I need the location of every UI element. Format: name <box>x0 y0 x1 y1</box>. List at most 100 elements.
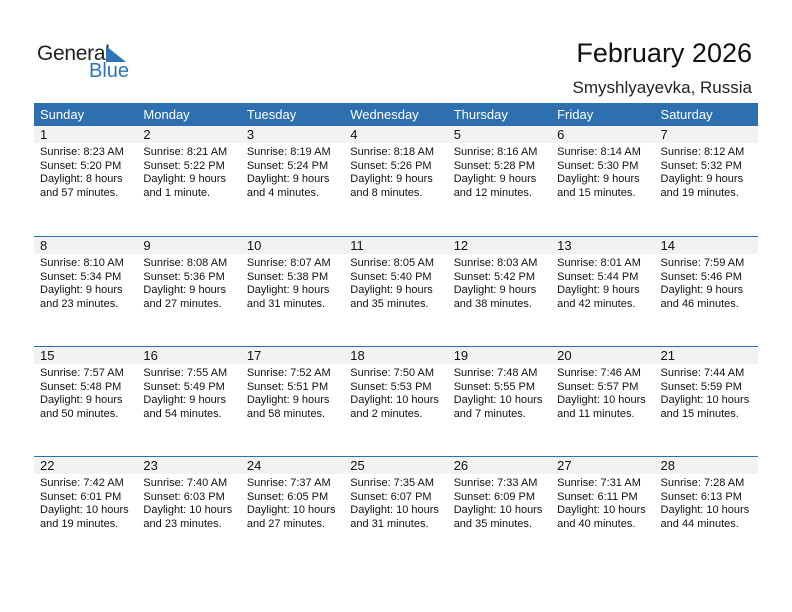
daylight-text: Daylight: 10 hours <box>660 504 750 516</box>
day-info: Sunrise: 7:33 AM Sunset: 6:09 PM Daylight:… <box>448 474 551 531</box>
weekday-header: Sunday Monday Tuesday Wednesday Thursday Frid… <box>34 103 758 126</box>
day-info: Sunrise: 8:23 AM Sunset: 5:20 PM Daylight:… <box>34 143 137 200</box>
daylight-minutes-text: and 57 minutes. <box>40 186 119 199</box>
day-cell: 12 Sunrise: 8:03 AM Sunset: 5:42 PM Dayligh… <box>447 237 552 346</box>
day-number: 12 <box>447 237 552 254</box>
sunrise-text: Sunrise: 8:19 AM <box>246 146 331 158</box>
daylight-minutes-text: and 31 minutes. <box>350 517 429 530</box>
sunset-text: Sunset: 5:34 PM <box>40 270 122 283</box>
day-cell: 24 Sunrise: 7:37 AM Sunset: 6:05 PM Dayligh… <box>240 457 345 566</box>
day-info: Sunrise: 8:18 AM Sunset: 5:26 PM Daylight:… <box>344 143 447 200</box>
sunset-text: Sunset: 5:55 PM <box>453 380 536 393</box>
daylight-text: Daylight: 9 hours <box>246 394 330 406</box>
sunset-text: Sunset: 6:13 PM <box>660 490 742 503</box>
sunrise-text: Sunrise: 8:16 AM <box>453 146 538 158</box>
day-number: 19 <box>447 347 552 364</box>
daylight-minutes-text: and 35 minutes. <box>350 297 429 310</box>
logo-triangle-icon <box>106 46 126 62</box>
day-info: Sunrise: 8:01 AM Sunset: 5:44 PM Daylight:… <box>551 254 654 311</box>
day-number: 2 <box>137 126 241 143</box>
sunrise-text: Sunrise: 7:57 AM <box>40 367 124 379</box>
day-cell: 20 Sunrise: 7:46 AM Sunset: 5:57 PM Dayligh… <box>551 347 655 456</box>
day-cell: 8 Sunrise: 8:10 AM Sunset: 5:34 PM Daylight… <box>34 237 138 346</box>
daylight-minutes-text: and 8 minutes. <box>350 186 423 199</box>
daylight-text: Daylight: 10 hours <box>40 504 129 516</box>
week-row: 22 Sunrise: 7:42 AM Sunset: 6:01 PM Dayligh… <box>34 456 758 566</box>
sunrise-text: Sunrise: 7:52 AM <box>246 367 331 379</box>
daylight-minutes-text: and 11 minutes. <box>557 407 635 420</box>
daylight-text: Daylight: 9 hours <box>40 394 123 406</box>
sunset-text: Sunset: 5:59 PM <box>660 380 742 393</box>
daylight-text: Daylight: 10 hours <box>660 394 750 406</box>
logo: General Blue <box>37 42 129 82</box>
day-cell: 11 Sunrise: 8:05 AM Sunset: 5:40 PM Dayligh… <box>344 237 448 346</box>
daylight-text: Daylight: 9 hours <box>557 173 640 185</box>
daylight-minutes-text: and 42 minutes. <box>557 297 636 310</box>
day-info: Sunrise: 7:40 AM Sunset: 6:03 PM Daylight:… <box>137 474 240 531</box>
daylight-text: Daylight: 10 hours <box>557 394 646 406</box>
day-info: Sunrise: 8:07 AM Sunset: 5:38 PM Daylight:… <box>241 254 344 311</box>
daylight-minutes-text: and 40 minutes. <box>557 517 636 530</box>
day-info: Sunrise: 8:16 AM Sunset: 5:28 PM Daylight:… <box>448 143 551 200</box>
day-cell: 13 Sunrise: 8:01 AM Sunset: 5:44 PM Dayligh… <box>551 237 655 346</box>
sunrise-text: Sunrise: 8:08 AM <box>143 257 228 269</box>
daylight-text: Daylight: 9 hours <box>246 284 330 296</box>
sunrise-text: Sunrise: 7:50 AM <box>350 367 435 379</box>
day-cell: 16 Sunrise: 7:55 AM Sunset: 5:49 PM Dayligh… <box>137 347 241 456</box>
sunrise-text: Sunrise: 8:03 AM <box>453 257 538 269</box>
day-cell: 19 Sunrise: 7:48 AM Sunset: 5:55 PM Dayligh… <box>447 347 552 456</box>
daylight-minutes-text: and 46 minutes. <box>660 297 739 310</box>
logo-blue: Blue <box>89 60 130 82</box>
daylight-minutes-text: and 15 minutes. <box>660 407 739 420</box>
day-number: 15 <box>34 347 138 364</box>
day-cell: 25 Sunrise: 7:35 AM Sunset: 6:07 PM Dayligh… <box>344 457 448 566</box>
day-info: Sunrise: 8:21 AM Sunset: 5:22 PM Daylight:… <box>137 143 240 200</box>
day-number: 16 <box>137 347 241 364</box>
day-cell: 27 Sunrise: 7:31 AM Sunset: 6:11 PM Dayligh… <box>551 457 655 566</box>
day-number: 3 <box>240 126 345 143</box>
day-number: 8 <box>34 237 138 254</box>
sunrise-text: Sunrise: 8:14 AM <box>557 146 641 158</box>
sunset-text: Sunset: 5:30 PM <box>557 159 639 172</box>
day-number: 6 <box>551 126 655 143</box>
daylight-minutes-text: and 50 minutes. <box>40 407 119 420</box>
daylight-minutes-text: and 44 minutes. <box>660 517 739 530</box>
weekday-wednesday: Wednesday <box>350 107 419 122</box>
day-number: 5 <box>447 126 552 143</box>
day-cell: 28 Sunrise: 7:28 AM Sunset: 6:13 PM Dayligh… <box>654 457 758 566</box>
daylight-text: Daylight: 10 hours <box>453 394 543 406</box>
day-info: Sunrise: 8:12 AM Sunset: 5:32 PM Daylight:… <box>655 143 758 200</box>
day-cell: 2 Sunrise: 8:21 AM Sunset: 5:22 PM Daylight… <box>137 126 241 236</box>
weekday-saturday: Saturday <box>660 107 713 122</box>
sunset-text: Sunset: 5:57 PM <box>557 380 639 393</box>
page-title: February 2026 <box>576 38 752 68</box>
daylight-text: Daylight: 9 hours <box>246 173 330 185</box>
sunrise-text: Sunrise: 7:42 AM <box>40 477 124 489</box>
day-cell: 18 Sunrise: 7:50 AM Sunset: 5:53 PM Dayligh… <box>344 347 448 456</box>
day-info: Sunrise: 7:44 AM Sunset: 5:59 PM Daylight:… <box>655 364 758 421</box>
daylight-text: Daylight: 10 hours <box>557 504 646 516</box>
sunset-text: Sunset: 5:36 PM <box>143 270 225 283</box>
sunrise-text: Sunrise: 7:40 AM <box>143 477 228 489</box>
daylight-text: Daylight: 10 hours <box>350 394 439 406</box>
sunrise-text: Sunrise: 8:01 AM <box>557 257 641 269</box>
day-info: Sunrise: 7:48 AM Sunset: 5:55 PM Daylight:… <box>448 364 551 421</box>
daylight-text: Daylight: 9 hours <box>143 173 226 185</box>
day-number: 22 <box>34 457 138 474</box>
day-number: 23 <box>137 457 241 474</box>
sunrise-text: Sunrise: 7:55 AM <box>143 367 228 379</box>
sunrise-text: Sunrise: 7:31 AM <box>557 477 641 489</box>
sunset-text: Sunset: 5:51 PM <box>246 380 329 393</box>
sunset-text: Sunset: 5:32 PM <box>660 159 742 172</box>
daylight-text: Daylight: 10 hours <box>143 504 233 516</box>
daylight-minutes-text: and 31 minutes. <box>246 297 326 310</box>
daylight-text: Daylight: 10 hours <box>246 504 336 516</box>
daylight-text: Daylight: 9 hours <box>40 284 123 296</box>
day-cell: 21 Sunrise: 7:44 AM Sunset: 5:59 PM Dayligh… <box>654 347 758 456</box>
day-number: 9 <box>137 237 241 254</box>
daylight-text: Daylight: 10 hours <box>350 504 439 516</box>
sunset-text: Sunset: 6:11 PM <box>557 490 638 503</box>
daylight-text: Daylight: 10 hours <box>453 504 543 516</box>
day-cell: 3 Sunrise: 8:19 AM Sunset: 5:24 PM Daylight… <box>240 126 345 236</box>
sunset-text: Sunset: 5:20 PM <box>40 159 122 172</box>
